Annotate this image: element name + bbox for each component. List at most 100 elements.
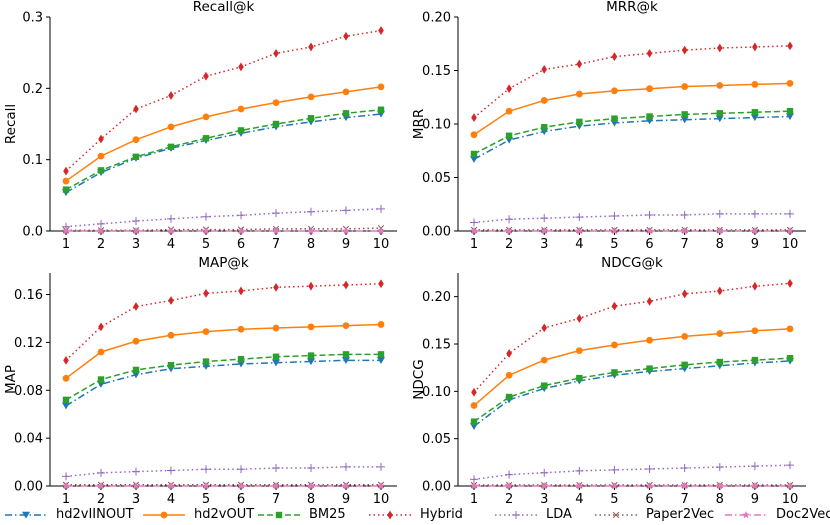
y-tick-label: 0.20 xyxy=(422,11,451,26)
series-line xyxy=(473,82,791,136)
y-tick-label: 0.00 xyxy=(422,480,451,495)
data-point xyxy=(97,482,105,490)
x-tick-label: 8 xyxy=(307,237,315,252)
data-point xyxy=(541,124,548,131)
legend-item-lda: LDA xyxy=(494,504,572,525)
y-axis-label: MRR xyxy=(411,109,427,139)
data-point xyxy=(716,358,723,366)
data-point xyxy=(342,227,350,235)
x-tick-label: 7 xyxy=(272,492,280,507)
legend-item-hybrid: Hybrid xyxy=(368,504,463,525)
data-point xyxy=(272,482,280,490)
series-line xyxy=(473,464,791,481)
y-tick-label: 0.1 xyxy=(22,153,43,168)
axes-spine xyxy=(49,17,397,232)
x-tick-label: 10 xyxy=(782,237,799,252)
x-tick-label: 4 xyxy=(167,237,175,252)
series-line xyxy=(65,113,382,194)
data-point xyxy=(202,363,210,370)
series-line xyxy=(473,360,791,427)
y-tick-label: 0.10 xyxy=(422,118,451,133)
data-point xyxy=(62,472,70,481)
data-point xyxy=(62,396,70,404)
series-doc2vec xyxy=(470,482,794,490)
data-point xyxy=(611,115,618,122)
chart-panel-3: MAP@k MAP 0.00 0.04 0.08 0.12 0.16 1 2 3 4 5 6 7 8 9 10 xyxy=(3,255,397,507)
data-point xyxy=(681,333,689,340)
chart-panel-2: MRR@k MRR 0.00 0.05 0.10 0.15 0.20 1 2 3 4 5 6 7 8 9 10 xyxy=(411,0,806,252)
circle-icon xyxy=(160,511,168,518)
data-point xyxy=(540,356,548,364)
x-tick-label: 6 xyxy=(237,492,245,507)
data-point xyxy=(471,113,477,122)
square-icon xyxy=(275,511,283,518)
data-point xyxy=(786,461,794,470)
legend-swatch xyxy=(369,510,411,519)
series-bm25 xyxy=(62,106,385,193)
data-point xyxy=(167,482,175,490)
data-point xyxy=(273,48,279,58)
data-point xyxy=(307,482,315,490)
data-point xyxy=(752,281,758,291)
data-point xyxy=(132,153,140,161)
legend-swatch xyxy=(725,510,767,518)
data-point xyxy=(786,325,794,333)
x-tick-label: 3 xyxy=(540,237,548,252)
series-paper2vec xyxy=(62,481,385,488)
series-bm25 xyxy=(470,355,794,425)
data-point xyxy=(377,106,385,113)
data-point xyxy=(377,351,385,358)
data-point xyxy=(680,116,689,124)
x-tick-label: 9 xyxy=(342,237,350,252)
x-tick-label: 10 xyxy=(782,492,799,507)
series-doc2vec xyxy=(62,227,385,235)
data-point xyxy=(132,482,140,490)
chart-panel-4: NDCG@k NDCG 0.00 0.05 0.10 0.15 0.20 1 2 3 4 5 6 7 8 9 1… xyxy=(411,255,806,507)
x-tick-label: 1 xyxy=(62,492,70,507)
data-point xyxy=(237,325,245,333)
data-point xyxy=(646,365,653,372)
x-tick-label: 5 xyxy=(202,237,210,252)
data-point xyxy=(505,132,513,139)
series-hd2vout xyxy=(62,321,385,382)
data-point xyxy=(133,302,139,311)
data-point xyxy=(610,227,619,235)
data-point xyxy=(273,282,279,292)
x-icon xyxy=(612,511,620,518)
data-point xyxy=(377,227,385,235)
x-tick-label: 9 xyxy=(342,492,350,507)
data-point xyxy=(470,418,478,425)
data-point xyxy=(752,42,758,52)
triangle-down-icon xyxy=(22,511,30,519)
data-point xyxy=(646,336,653,344)
legend-swatch xyxy=(258,511,300,518)
series-hd2viinout xyxy=(470,113,794,163)
data-point xyxy=(751,81,759,88)
data-point xyxy=(470,402,478,409)
data-point xyxy=(786,209,794,218)
series-hd2viinout xyxy=(62,357,385,410)
data-point xyxy=(167,123,175,131)
data-point xyxy=(167,331,175,339)
data-point xyxy=(610,482,619,490)
data-point xyxy=(786,355,794,362)
data-point xyxy=(97,381,105,388)
data-point xyxy=(681,83,689,90)
data-point xyxy=(237,355,245,363)
data-point xyxy=(307,227,315,235)
series-line xyxy=(65,208,382,228)
data-point xyxy=(470,150,478,158)
data-point xyxy=(272,324,280,332)
legend-swatch xyxy=(595,511,637,518)
x-tick-label: 7 xyxy=(681,492,689,507)
data-point xyxy=(505,215,514,224)
y-tick-label: 0.3 xyxy=(22,11,43,26)
data-point xyxy=(307,207,315,216)
data-point xyxy=(342,110,350,117)
data-point xyxy=(750,209,759,218)
data-point xyxy=(62,482,70,490)
data-point xyxy=(646,48,653,58)
data-point xyxy=(540,214,549,223)
data-point xyxy=(470,131,478,139)
data-point xyxy=(611,87,618,95)
